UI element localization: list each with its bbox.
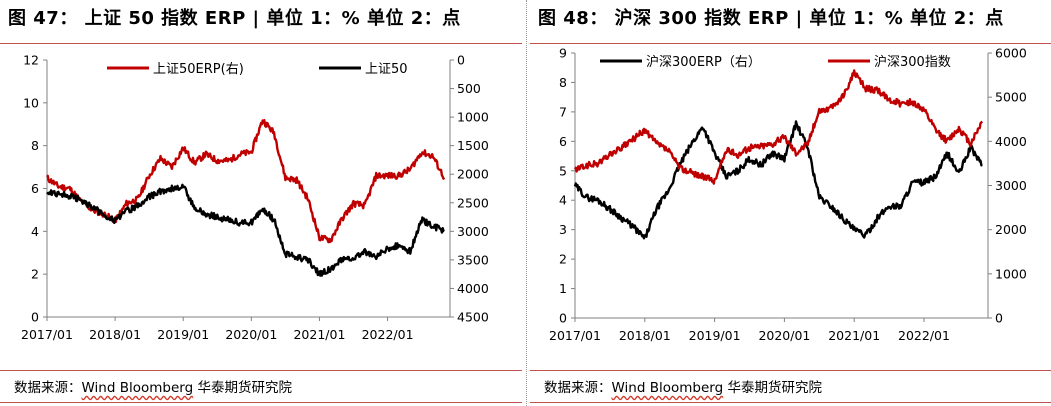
y-right-tick-label: 3000: [457, 224, 489, 239]
y-right-tick-label: 2500: [457, 195, 489, 210]
chart-right: 0 1 2 3 4 5 6 7 8 9 0 1000 2000 3000 4000 5000 6000 2017/…: [549, 46, 1027, 344]
y-left-tick-label: 5: [559, 163, 567, 178]
title-rule-left: [0, 43, 522, 44]
legend-label: 沪深300指数: [874, 54, 951, 70]
y-right-tick-label: 500: [457, 81, 481, 96]
source-wavy-right: Wind Bloomberg: [611, 380, 724, 396]
source-note-right: 数据来源：Wind Bloomberg 华泰期货研究院: [544, 380, 822, 396]
chart-panel-left: 图 47： 上证 50 指数 ERP | 单位 1：% 单位 2：点 0 2 4 6 8…: [0, 0, 522, 406]
y-left-tick-label: 6: [559, 134, 567, 149]
y-left-tick-label: 2: [559, 252, 567, 267]
bottom-rule-right: [530, 402, 1051, 403]
source-note-left: 数据来源：Wind Bloomberg 华泰期货研究院: [14, 380, 292, 396]
source-rule-right: [530, 370, 1051, 371]
legend-label: 沪深300ERP（右）: [646, 54, 761, 70]
y-left-tick-label: 8: [31, 138, 39, 153]
chart-left: 0 2 4 6 8 10 12 0 500 1000 1500 2000 2500 3000 3500 400…: [21, 53, 489, 343]
x-tick-label: 2020/01: [225, 327, 277, 342]
y-left-tick-label: 12: [23, 53, 39, 68]
y-left-tick-label: 4: [559, 193, 567, 208]
x-tick-label: 2021/01: [828, 328, 880, 343]
y-right-tick-label: 2000: [995, 222, 1027, 237]
x-tick-label: 2021/01: [293, 327, 345, 342]
y-left-tick-label: 1: [559, 281, 567, 296]
y-left-tick-label: 3: [559, 222, 567, 237]
title-rule-right: [530, 43, 1051, 44]
y-left-tick-label: 2: [31, 267, 39, 282]
y-left-tick-label: 0: [31, 310, 39, 325]
x-tick-label: 2018/01: [619, 328, 671, 343]
source-rule-left: [0, 370, 522, 371]
x-tick-label: 2022/01: [898, 328, 950, 343]
y-right-tick-label: 2000: [457, 167, 489, 182]
y-right-tick-label: 3500: [457, 252, 489, 267]
panel-divider: [526, 0, 527, 406]
series-line-2: [573, 69, 984, 185]
y-right-tick-label: 6000: [995, 46, 1027, 61]
x-tick-label: 2022/01: [362, 327, 414, 342]
series-line-2: [46, 183, 445, 277]
x-tick-label: 2017/01: [549, 328, 601, 343]
series-line-1: [573, 120, 983, 240]
x-tick-label: 2019/01: [689, 328, 741, 343]
x-tick-label: 2019/01: [157, 327, 209, 342]
legend-label: 上证50ERP(右): [153, 62, 244, 77]
y-left-tick-label: 8: [559, 75, 567, 90]
y-right-tick-label: 1500: [457, 138, 489, 153]
y-right-tick-label: 4000: [995, 134, 1027, 149]
y-right-tick-label: 0: [457, 53, 465, 68]
y-left-tick-label: 6: [31, 181, 39, 196]
y-left-tick-label: 10: [23, 95, 39, 110]
y-right-tick-label: 4500: [457, 310, 489, 325]
x-tick-label: 2018/01: [89, 327, 141, 342]
y-right-tick-label: 0: [995, 311, 1003, 326]
y-right-tick-label: 1000: [457, 110, 489, 125]
y-right-tick-label: 3000: [995, 178, 1027, 193]
chart-title-left: 图 47： 上证 50 指数 ERP | 单位 1：% 单位 2：点: [8, 8, 461, 29]
chart-panel-right: 图 48： 沪深 300 指数 ERP | 单位 1：% 单位 2：点 0 1 2 3…: [530, 0, 1051, 406]
chart-title-right: 图 48： 沪深 300 指数 ERP | 单位 1：% 单位 2：点: [538, 8, 1004, 29]
y-left-tick-label: 7: [559, 104, 567, 119]
source-wavy-left: Wind Bloomberg: [81, 380, 194, 396]
y-right-tick-label: 1000: [995, 266, 1027, 281]
y-left-tick-label: 9: [559, 46, 567, 61]
y-right-tick-label: 5000: [995, 90, 1027, 105]
y-right-tick-label: 4000: [457, 281, 489, 296]
bottom-rule-left: [0, 402, 522, 403]
y-left-tick-label: 0: [559, 311, 567, 326]
y-left-tick-label: 4: [31, 224, 39, 239]
x-tick-label: 2017/01: [21, 327, 73, 342]
x-tick-label: 2020/01: [758, 328, 810, 343]
legend-label: 上证50: [365, 62, 408, 77]
